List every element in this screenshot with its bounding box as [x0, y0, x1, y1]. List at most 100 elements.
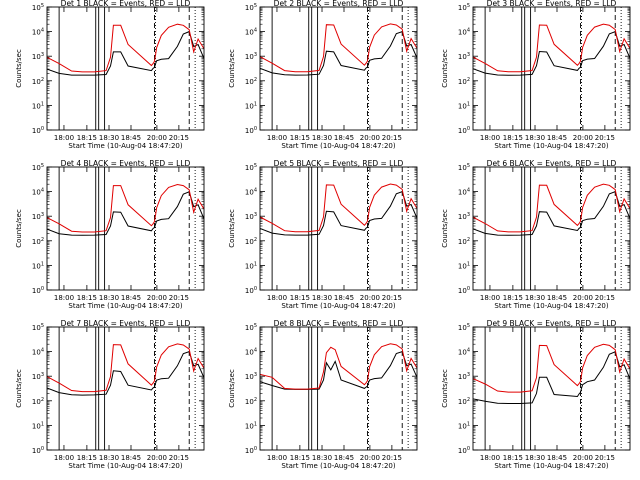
plot-frame: [46, 326, 205, 451]
y-axis-label: Counts/sec: [228, 369, 236, 408]
plot-frame: [472, 6, 631, 131]
y-axis-label: Counts/sec: [228, 209, 236, 248]
series-line-lld: [473, 343, 630, 393]
x-tick-label: 20:15: [382, 134, 402, 142]
x-tick-label: 18:15: [77, 294, 97, 302]
y-tick-label: 103: [32, 52, 44, 61]
y-tick-label: 100: [32, 446, 44, 455]
y-tick-label: 101: [245, 101, 257, 110]
x-tick-label: 18:15: [77, 454, 97, 462]
y-tick-label: 105: [458, 3, 470, 12]
x-tick-label: 18:30: [99, 454, 119, 462]
x-tick-label: 18:30: [525, 294, 545, 302]
y-tick-label: 102: [458, 237, 470, 246]
y-tick-label: 101: [32, 261, 44, 270]
y-tick-label: 104: [245, 188, 257, 197]
y-tick-label: 100: [245, 126, 257, 135]
y-tick-label: 104: [458, 348, 470, 357]
x-tick-label: 18:30: [525, 454, 545, 462]
y-tick-label: 103: [32, 212, 44, 221]
x-axis-label: Start Time (10-Aug-04 18:47:20): [281, 302, 395, 310]
y-tick-label: 105: [458, 163, 470, 172]
panel-title: Det 8 BLACK = Events, RED = LLD: [274, 319, 404, 328]
plot-area: [47, 167, 204, 290]
x-tick-label: 18:45: [121, 134, 141, 142]
plot-frame: [472, 326, 631, 451]
series-line-lld: [473, 183, 630, 233]
x-tick-label: 18:30: [312, 294, 332, 302]
plot-frame: [46, 166, 205, 291]
y-tick-label: 102: [245, 397, 257, 406]
x-tick-label: 18:15: [290, 454, 310, 462]
x-axis-label: Start Time (10-Aug-04 18:47:20): [494, 142, 608, 150]
y-tick-label: 104: [32, 28, 44, 37]
panel-title: Det 9 BLACK = Events, RED = LLD: [487, 319, 617, 328]
x-axis-label: Start Time (10-Aug-04 18:47:20): [68, 142, 182, 150]
series-line-lld: [47, 183, 204, 233]
plot-area: [473, 7, 630, 130]
y-tick-label: 104: [245, 28, 257, 37]
y-tick-label: 100: [32, 126, 44, 135]
plot-area: [260, 7, 417, 130]
x-tick-label: 18:00: [54, 454, 74, 462]
x-tick-label: 18:15: [503, 134, 523, 142]
y-tick-label: 105: [458, 323, 470, 332]
y-tick-label: 103: [458, 372, 470, 381]
y-axis-label: Counts/sec: [228, 49, 236, 88]
x-tick-label: 18:00: [267, 454, 287, 462]
x-tick-label: 18:45: [547, 134, 567, 142]
x-tick-label: 20:00: [573, 454, 593, 462]
series-line-lld: [260, 343, 417, 390]
panel-det-6: Det 6 BLACK = Events, RED = LLD 100 101 102…: [441, 159, 631, 310]
panel-det-3: Det 3 BLACK = Events, RED = LLD 100 101 102…: [441, 0, 631, 150]
x-tick-label: 20:15: [382, 294, 402, 302]
y-tick-label: 103: [32, 372, 44, 381]
y-tick-label: 101: [245, 421, 257, 430]
x-tick-label: 18:45: [334, 134, 354, 142]
x-tick-label: 18:30: [312, 454, 332, 462]
x-tick-label: 20:15: [382, 454, 402, 462]
series-line-lld: [260, 23, 417, 73]
x-tick-label: 18:00: [267, 294, 287, 302]
y-axis-label: Counts/sec: [15, 49, 23, 88]
x-tick-label: 18:15: [503, 454, 523, 462]
y-tick-label: 102: [458, 397, 470, 406]
plot-area: [473, 327, 630, 450]
x-tick-label: 20:00: [360, 294, 380, 302]
x-tick-label: 20:00: [360, 134, 380, 142]
y-tick-label: 103: [245, 372, 257, 381]
y-tick-label: 101: [32, 101, 44, 110]
y-tick-label: 105: [245, 3, 257, 12]
series-line-lld: [47, 343, 204, 393]
series-line-events: [260, 350, 417, 390]
series-line-lld: [260, 183, 417, 233]
y-tick-label: 104: [32, 348, 44, 357]
plot-frame: [259, 6, 418, 131]
y-tick-label: 103: [458, 212, 470, 221]
y-axis-label: Counts/sec: [441, 49, 449, 88]
x-tick-label: 18:00: [54, 134, 74, 142]
plot-area: [260, 167, 417, 290]
x-tick-label: 20:00: [573, 294, 593, 302]
y-tick-label: 100: [458, 446, 470, 455]
series-line-events: [260, 190, 417, 236]
y-tick-label: 100: [32, 286, 44, 295]
x-tick-label: 18:00: [54, 294, 74, 302]
x-tick-label: 20:00: [360, 454, 380, 462]
series-line-events: [47, 30, 204, 76]
x-tick-label: 18:45: [121, 294, 141, 302]
panel-title: Det 4 BLACK = Events, RED = LLD: [61, 159, 191, 168]
x-axis-label: Start Time (10-Aug-04 18:47:20): [68, 302, 182, 310]
y-tick-label: 104: [458, 28, 470, 37]
series-line-events: [47, 350, 204, 396]
y-axis-label: Counts/sec: [15, 209, 23, 248]
x-tick-label: 20:15: [595, 134, 615, 142]
x-tick-label: 18:30: [99, 294, 119, 302]
x-tick-label: 20:00: [573, 134, 593, 142]
y-tick-label: 102: [245, 77, 257, 86]
x-axis-label: Start Time (10-Aug-04 18:47:20): [68, 462, 182, 470]
series-line-events: [473, 191, 630, 236]
x-tick-label: 20:15: [169, 454, 189, 462]
y-tick-label: 100: [458, 126, 470, 135]
